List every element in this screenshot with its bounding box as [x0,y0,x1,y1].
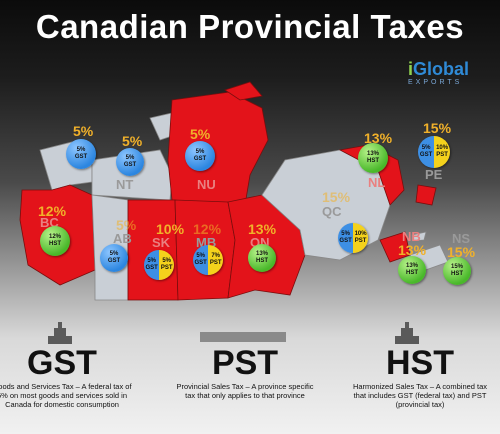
legend-gst-label: GST [27,344,97,382]
region-nu-islands [224,81,263,101]
bubble-qc: 5% GST 10% PST [338,223,368,253]
rate-ab: 5% [116,217,137,233]
bubble-nb: 13% HST [398,256,426,284]
parliament-icon [395,322,419,344]
flags-icon [200,332,286,342]
page-title: Canadian Provincial Taxes [35,8,465,45]
abbr-nl: NL [368,175,386,190]
rate-nb: 13% [398,242,427,258]
region-pe [411,231,427,242]
rate-pe: 15% [423,120,452,136]
abbr-nt: NT [116,177,134,192]
region-nl-island [415,184,437,206]
bubble-sk: 5% GST 5% PST [144,250,174,280]
abbr-nu: NU [197,177,216,192]
legend-hst-label: HST [386,344,454,382]
legend-pst: PST Provincial Sales Tax – A province sp… [175,320,315,400]
brand-logo: iGlobal EXPORTS [408,59,470,86]
rate-sk: 10% [156,221,185,237]
bubble-pe: 5% GST 10% PST [418,136,450,168]
rate-nu: 5% [190,126,211,142]
legend-pst-label: PST [211,344,279,382]
rate-bc: 12% [38,203,67,219]
abbr-sk: SK [152,235,171,250]
abbr-ab: AB [113,231,132,246]
abbr-pe: PE [425,167,443,182]
rate-yt: 5% [73,123,94,139]
rate-mb: 12% [193,221,222,237]
bubble-yt: 5% GST [66,139,96,169]
rate-on: 13% [248,221,277,237]
rate-qc: 15% [322,189,351,205]
bubble-bc: 12% HST [40,226,70,256]
parliament-icon [48,322,72,344]
bubble-ab: 5% GST [100,244,128,272]
legend-hst-text: Harmonized Sales Tax – A combined tax th… [352,382,488,409]
rate-nl: 13% [364,130,393,146]
legend-hst: HST Harmonized Sales Tax – A combined ta… [350,320,490,409]
abbr-bc: BC [40,215,59,230]
region-nu [167,91,269,206]
bubble-nl: 13% HST [358,143,388,173]
abbr-qc: QC [322,204,342,219]
bubble-on: 13% HST [248,244,276,272]
legend-icons [48,322,419,344]
bubble-nu: 5% GST [185,141,215,171]
rate-nt: 5% [122,133,143,149]
abbr-ns: NS [452,231,471,246]
abbr-nb: NB [402,229,421,244]
legend-gst: GST Goods and Services Tax – A federal t… [0,320,132,409]
legend-gst-text: Goods and Services Tax – A federal tax o… [0,382,132,409]
bubble-nt: 5% GST [116,148,144,176]
rate-ns: 15% [447,244,476,260]
bubble-ns: 15% HST [443,257,471,285]
bubble-mb: 5% GST 7% PST [193,245,223,275]
legend-pst-text: Provincial Sales Tax – A province specif… [176,382,314,400]
